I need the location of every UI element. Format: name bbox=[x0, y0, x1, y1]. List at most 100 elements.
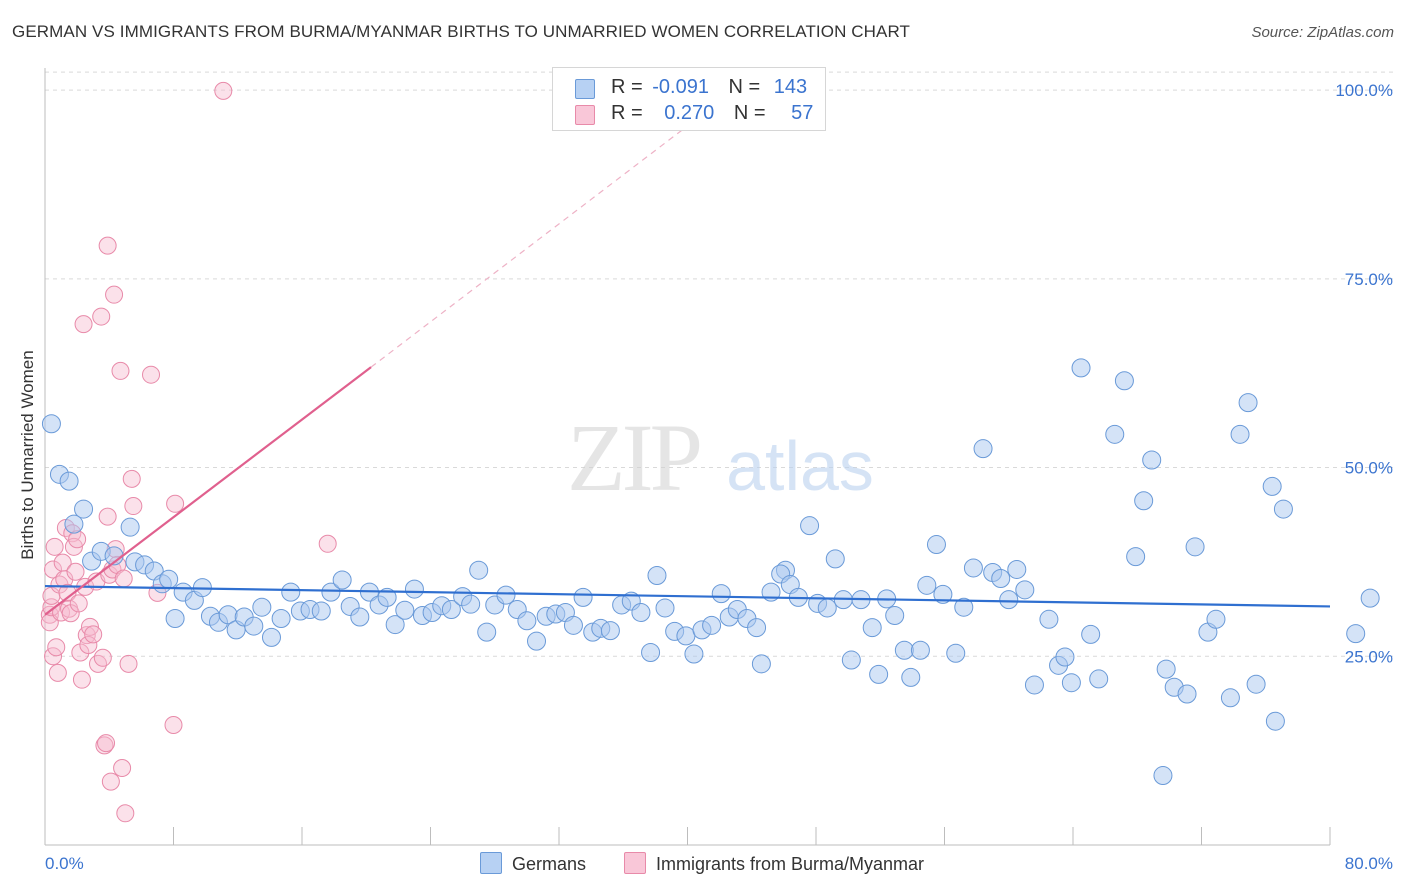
germans-point bbox=[869, 664, 889, 684]
germans-point bbox=[350, 607, 370, 627]
immigrants-point bbox=[114, 569, 133, 588]
immigrants-point bbox=[69, 594, 88, 613]
correlation-legend: R = -0.091 N = 143 R = 0.270 N = 57 bbox=[552, 67, 826, 131]
gridlines bbox=[45, 71, 1393, 657]
germans-point bbox=[1061, 673, 1081, 693]
germans-point bbox=[573, 587, 593, 607]
y-tick-label: 75.0% bbox=[1345, 270, 1393, 289]
immigrants-point bbox=[124, 497, 143, 516]
germans-point bbox=[901, 667, 921, 687]
germans-point bbox=[926, 535, 946, 555]
germans-point bbox=[1039, 609, 1059, 629]
germans-point bbox=[252, 597, 272, 617]
immigrants-point bbox=[97, 734, 116, 753]
immigrants-trendline bbox=[44, 366, 372, 616]
watermark-atlas: atlas bbox=[726, 427, 874, 505]
immigrants-point bbox=[214, 81, 233, 100]
immigrants-point bbox=[113, 759, 132, 777]
immigrants-point bbox=[101, 772, 120, 791]
immigrants-legend-label: Immigrants from Burma/Myanmar bbox=[656, 854, 925, 874]
germans-point bbox=[1238, 393, 1258, 413]
germans-point bbox=[165, 609, 185, 629]
germans-point bbox=[747, 618, 767, 638]
legend-swatch-germans bbox=[575, 79, 595, 99]
germans-point bbox=[159, 569, 179, 589]
legend-r-value: 0.270 bbox=[664, 102, 715, 124]
germans-point bbox=[885, 606, 905, 626]
germans-point bbox=[461, 594, 481, 614]
immigrants-point bbox=[89, 654, 108, 673]
germans-trendline bbox=[44, 584, 1331, 608]
germans-point bbox=[64, 514, 84, 534]
germans-point bbox=[1024, 675, 1044, 695]
immigrants-point bbox=[119, 654, 138, 673]
germans-point bbox=[395, 600, 415, 620]
immigrants-point bbox=[318, 534, 337, 553]
legend-swatch-immigrants bbox=[575, 105, 595, 125]
axes bbox=[44, 68, 1331, 846]
germans-point bbox=[1081, 624, 1101, 644]
x-tick-label-max: 80.0% bbox=[1345, 854, 1393, 873]
germans-point bbox=[1105, 424, 1125, 444]
immigrants-point bbox=[116, 804, 135, 823]
germans-point bbox=[711, 584, 731, 604]
germans-point bbox=[841, 650, 861, 670]
germans-point bbox=[281, 582, 301, 602]
immigrants-point bbox=[98, 236, 117, 255]
tick-labels: 25.0% 50.0% 75.0% 100.0% 0.0% 80.0% bbox=[45, 81, 1393, 873]
germans-point bbox=[441, 599, 461, 619]
germans-point bbox=[917, 575, 937, 595]
germans-point bbox=[1346, 624, 1366, 644]
germans-point bbox=[1220, 688, 1240, 708]
bottom-legend-germans: Germans bbox=[480, 852, 586, 875]
germans-point bbox=[676, 626, 696, 646]
immigrants-points bbox=[40, 81, 337, 823]
immigrants-point bbox=[84, 625, 103, 644]
germans-point bbox=[1206, 609, 1226, 629]
germans-point bbox=[954, 597, 974, 617]
germans-point bbox=[41, 414, 61, 434]
germans-point bbox=[1265, 711, 1285, 731]
immigrants-swatch bbox=[624, 852, 646, 874]
germans-point bbox=[1055, 647, 1075, 667]
legend-n-value: 57 bbox=[791, 102, 814, 124]
germans-point bbox=[1177, 684, 1197, 704]
germans-point bbox=[1262, 476, 1282, 496]
x-tick-label-min: 0.0% bbox=[45, 854, 84, 873]
immigrants-trendline-extension bbox=[370, 100, 720, 368]
immigrants-point bbox=[164, 715, 183, 734]
germans-point bbox=[1360, 588, 1380, 608]
immigrants-point bbox=[105, 285, 124, 304]
y-tick-label: 100.0% bbox=[1335, 81, 1393, 100]
legend-n-label: N = bbox=[728, 76, 761, 98]
germans-point bbox=[120, 517, 140, 537]
immigrants-point bbox=[48, 663, 67, 682]
germans-point bbox=[1114, 371, 1134, 391]
immigrants-point bbox=[92, 307, 111, 326]
germans-point bbox=[647, 566, 667, 585]
germans-point bbox=[404, 579, 424, 599]
germans-point bbox=[631, 602, 651, 622]
germans-point bbox=[991, 569, 1011, 589]
germans-point bbox=[1153, 766, 1173, 786]
germans-point bbox=[1015, 580, 1035, 600]
germans-point bbox=[261, 627, 281, 647]
germans-point bbox=[655, 598, 675, 618]
germans-point bbox=[702, 615, 722, 635]
germans-point bbox=[999, 590, 1019, 610]
immigrants-point bbox=[122, 469, 141, 488]
germans-point bbox=[894, 640, 914, 660]
immigrants-point bbox=[93, 648, 112, 667]
germans-point bbox=[1185, 537, 1205, 557]
watermark: ZIP atlas bbox=[567, 404, 874, 511]
germans-point bbox=[332, 570, 352, 590]
legend-n-label: N = bbox=[733, 102, 766, 124]
germans-point bbox=[1273, 499, 1293, 519]
germans-point bbox=[517, 611, 537, 631]
germans-point bbox=[74, 499, 94, 519]
germans-point bbox=[946, 643, 966, 663]
germans-point bbox=[817, 598, 837, 618]
immigrants-point bbox=[47, 638, 66, 657]
trendlines bbox=[44, 100, 1331, 616]
